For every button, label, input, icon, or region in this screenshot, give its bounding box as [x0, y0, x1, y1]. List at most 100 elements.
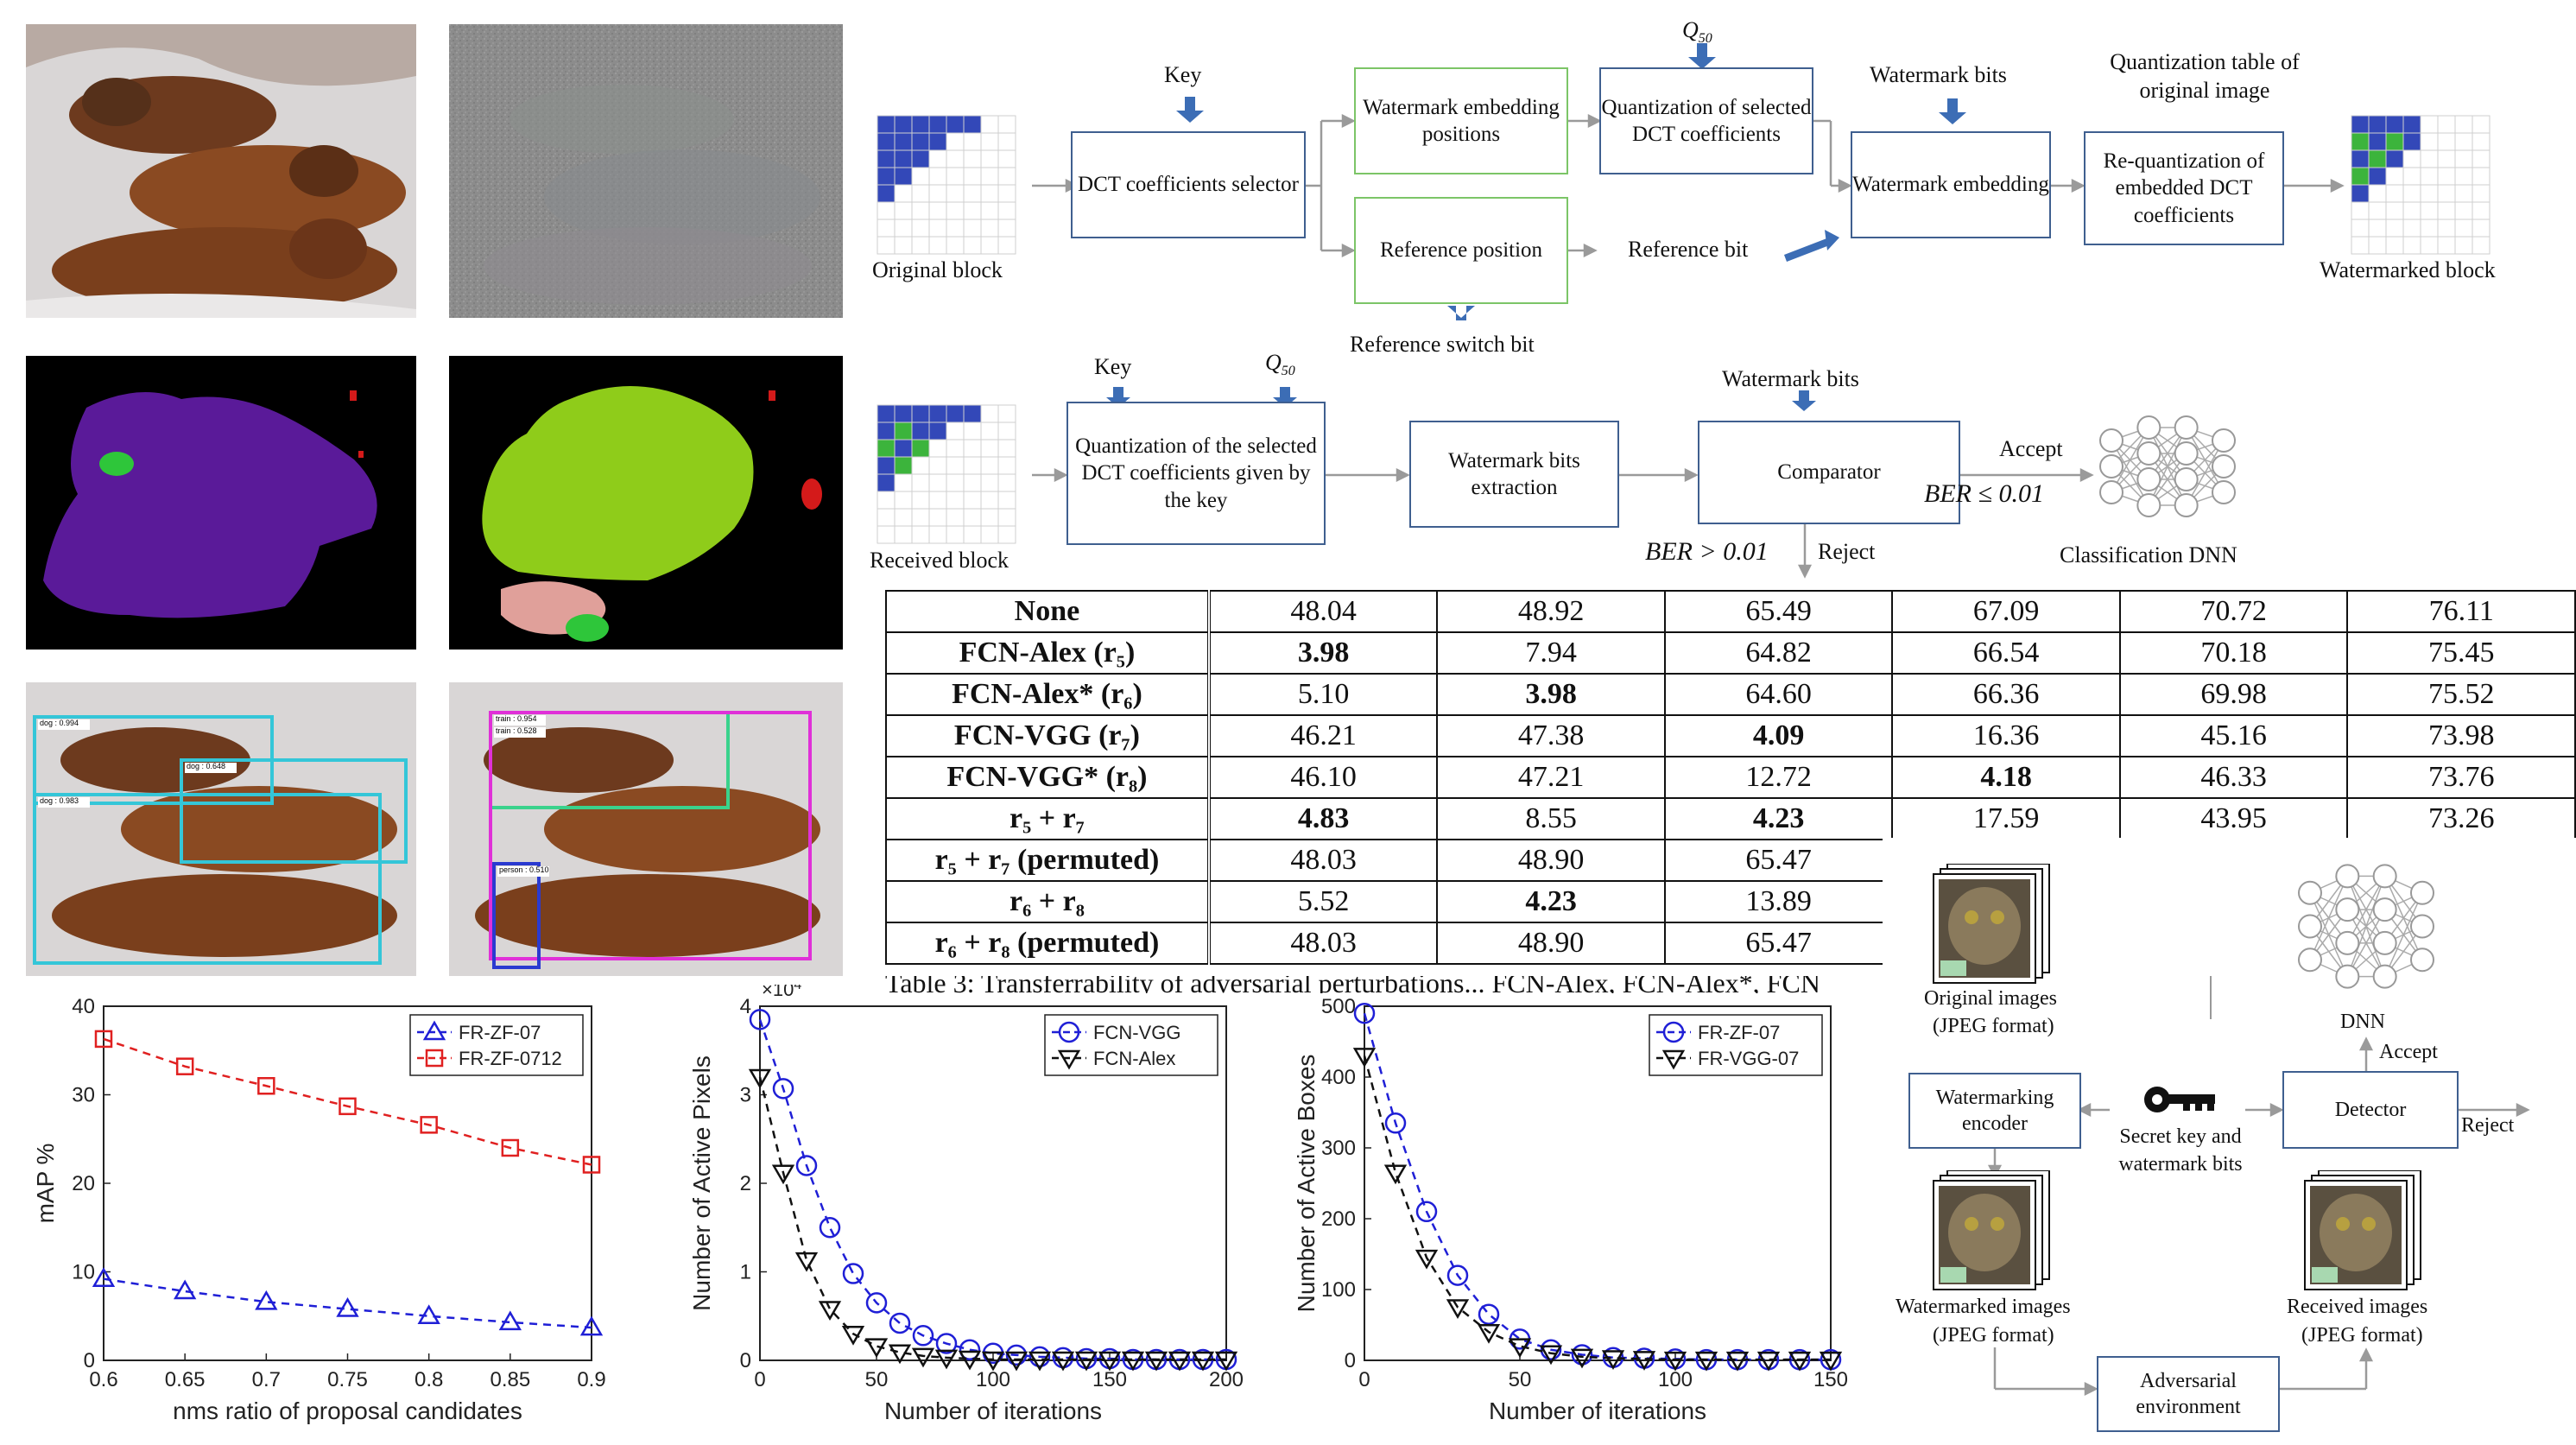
- nn-node: [2410, 914, 2434, 939]
- dct-cell: [980, 167, 999, 186]
- dct-cell: [2351, 219, 2370, 238]
- dct-cell: [997, 167, 1016, 186]
- dct-cell: [997, 132, 1016, 151]
- dct-cell: [2437, 132, 2456, 151]
- table-cell: 48.04: [1207, 590, 1439, 633]
- dct-cell: [2437, 236, 2456, 255]
- results-table: None 48.04 48.92 65.49 67.09 70.72 76.11 FCN-Al…: [885, 590, 2576, 965]
- table-row-name: r₅ + r₇ (permuted): [885, 839, 1211, 882]
- dct-cell: [877, 167, 896, 186]
- data-point: [1632, 1351, 1656, 1371]
- data-point: [417, 1304, 440, 1324]
- detection-adversarial: train : 0.954 train : 0.528 person : 0.5…: [449, 682, 843, 976]
- data-point: [1051, 1351, 1075, 1372]
- dct-cell: [2385, 184, 2404, 203]
- table-cell: 65.49: [1663, 590, 1894, 633]
- table-cell: 73.76: [2346, 756, 2576, 799]
- x-tick-label: 100: [1658, 1368, 1693, 1391]
- watermarked-block-grid: [2351, 115, 2491, 255]
- nn-node: [2136, 493, 2161, 517]
- dct-cell: [997, 219, 1016, 238]
- nn-node: [2136, 441, 2161, 466]
- key-label-detect: Key: [1094, 354, 1132, 379]
- ber-reject: BER > 0.01: [1645, 537, 1769, 566]
- table-row-name: FCN-Alex* (r₆): [885, 673, 1211, 716]
- data-point: [819, 1217, 841, 1239]
- detection-label: train : 0.954: [496, 714, 537, 723]
- dct-cell: [997, 525, 1016, 544]
- nn-node: [2174, 467, 2199, 491]
- y-axis-label: mAP %: [32, 1144, 59, 1224]
- wm-embedding-box: Watermark embedding: [1851, 131, 2051, 238]
- dct-cell: [928, 167, 947, 186]
- chart-active-pixels: 0 50 100 150 200 0 1 2 3 4 Number of iterations Num…: [691, 985, 1244, 1424]
- table-row-name: r₆ + r₈: [885, 880, 1211, 923]
- dct-cell: [980, 525, 999, 544]
- dct-cell: [894, 219, 913, 238]
- received-images-label: Received images: [2287, 1296, 2428, 1318]
- table-row-name: FCN-VGG (r₇): [885, 714, 1211, 757]
- data-point: [498, 1310, 522, 1331]
- table-cell: 4.18: [1891, 756, 2121, 799]
- data-point: [1725, 1351, 1750, 1372]
- dct-cell: [911, 525, 930, 544]
- data-point: [1004, 1351, 1029, 1372]
- dct-cell: [877, 421, 896, 440]
- dct-cell: [946, 167, 965, 186]
- dct-cell: [2437, 149, 2456, 168]
- data-point: [92, 1267, 116, 1287]
- dct-cell: [980, 132, 999, 151]
- x-tick-label: 200: [1209, 1368, 1244, 1391]
- data-point: [1663, 1351, 1687, 1372]
- table-cell: 48.90: [1436, 922, 1666, 965]
- nn-node: [2174, 441, 2199, 466]
- nn-edge: [2186, 440, 2225, 506]
- data-point: [582, 1156, 601, 1174]
- data-point: [173, 1279, 197, 1300]
- data-point: [501, 1138, 520, 1157]
- table-row: FCN-VGG* (r₈) 46.10 47.21 12.72 4.18 46.33 73.…: [885, 756, 2576, 799]
- data-point: [1819, 1351, 1843, 1372]
- x-tick-label: 0.65: [165, 1368, 206, 1391]
- dct-cell: [2351, 184, 2370, 203]
- legend: FR-ZF-07 FR-ZF-0712: [409, 1014, 584, 1076]
- nn-edge: [2383, 892, 2423, 977]
- nn-node: [2298, 947, 2322, 973]
- dct-cell: [2351, 167, 2370, 186]
- data-point: [1788, 1351, 1812, 1372]
- dct-cell: [980, 421, 999, 440]
- x-tick-label: 50: [1509, 1368, 1532, 1391]
- dct-cell: [946, 473, 965, 492]
- x-tick-label: 50: [865, 1368, 889, 1391]
- q50-label: Q50: [1682, 17, 1712, 47]
- dct-cell: [997, 473, 1016, 492]
- y-tick-label: 4: [740, 995, 751, 1018]
- nn-node: [2099, 454, 2123, 478]
- dct-cell: [2351, 201, 2370, 220]
- legend-label: FR-ZF-07: [1698, 1022, 1780, 1043]
- dct-cell: [980, 473, 999, 492]
- nn-node: [2298, 914, 2322, 939]
- data-point: [981, 1351, 1005, 1372]
- dct-cell: [946, 508, 965, 527]
- table-row-name: r₆ + r₈ (permuted): [885, 922, 1211, 965]
- dct-cell: [2368, 115, 2387, 134]
- table-cell: 5.52: [1207, 880, 1439, 923]
- dogs-photo-original-image: [26, 24, 416, 318]
- data-point: [1477, 1323, 1501, 1344]
- legend-label: FCN-VGG: [1093, 1022, 1180, 1043]
- dct-cell: [946, 184, 965, 203]
- data-point: [889, 1312, 911, 1334]
- dct-cell: [894, 421, 913, 440]
- wm-bits-label-detect: Watermark bits: [1722, 366, 1859, 391]
- dct-cell: [894, 508, 913, 527]
- legend: FCN-VGG FCN-Alex: [1044, 1014, 1218, 1076]
- table-cell: 48.90: [1436, 839, 1666, 882]
- secret-label: Secret key and watermark bits: [2118, 1125, 2243, 1176]
- dct-cell: [877, 184, 896, 203]
- nn-edge: [2346, 876, 2386, 977]
- dct-cell: [980, 115, 999, 134]
- dct-cell: [2402, 167, 2421, 186]
- data-point: [749, 1009, 771, 1030]
